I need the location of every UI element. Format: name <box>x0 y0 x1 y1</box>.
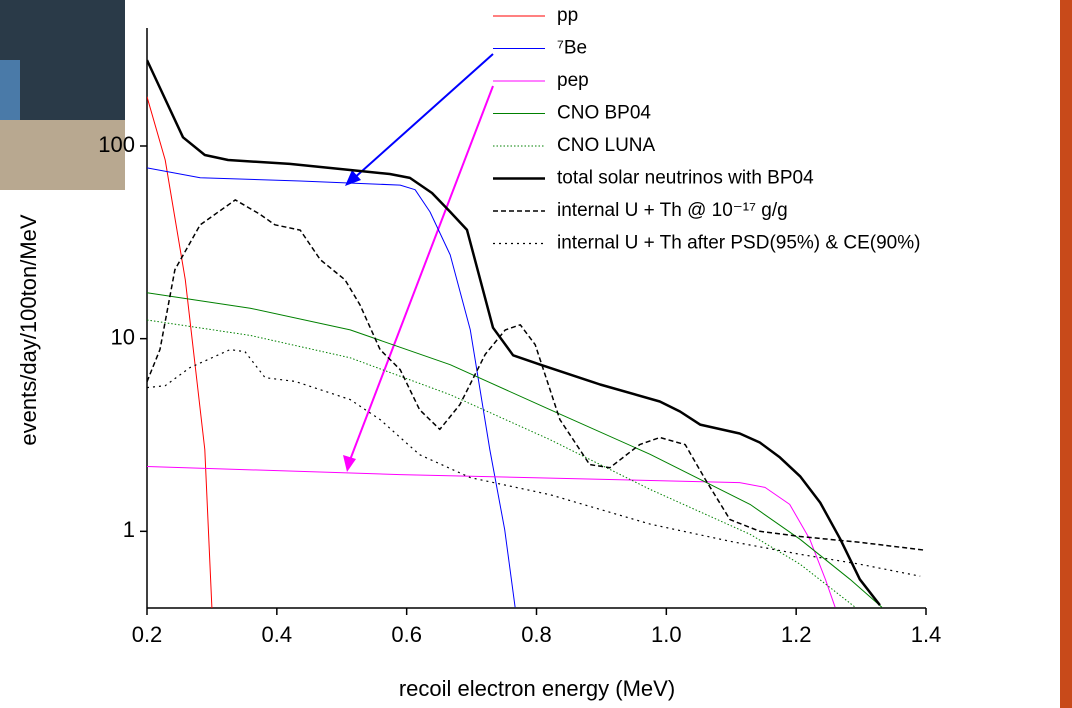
legend-label: pp <box>557 5 578 26</box>
series-line <box>147 319 856 608</box>
arrow <box>349 85 494 461</box>
plot-area <box>147 59 927 609</box>
slide-edge <box>1060 0 1072 708</box>
arrow-head <box>343 455 356 472</box>
y-axis-title: events/day/100ton/MeV <box>16 214 41 445</box>
x-tick-label: 0.6 <box>391 622 422 647</box>
x-tick-label: 1.2 <box>781 622 812 647</box>
legend-label: pep <box>557 70 589 91</box>
arrow <box>351 53 494 181</box>
legend-label: CNO BP04 <box>557 103 651 124</box>
photo-detail <box>0 60 20 130</box>
x-tick-label: 1.4 <box>911 622 942 647</box>
legend-label: total solar neutrinos with BP04 <box>557 168 814 189</box>
x-tick-label: 0.8 <box>521 622 552 647</box>
x-tick-label: 1.0 <box>651 622 682 647</box>
series-line <box>147 349 921 577</box>
photo-detail <box>0 120 125 190</box>
x-axis-title: recoil electron energy (MeV) <box>399 676 675 701</box>
legend-label: internal U + Th after PSD(95%) & CE(90%) <box>557 233 920 254</box>
series-line <box>147 199 927 552</box>
series-line <box>147 96 213 609</box>
y-tick-label: 100 <box>98 132 135 157</box>
series-line <box>147 466 836 608</box>
series-line <box>147 167 516 608</box>
y-tick-label: 1 <box>123 517 135 542</box>
x-tick-label: 0.4 <box>262 622 293 647</box>
legend-label: ⁷Be <box>557 38 587 59</box>
arrow-head <box>345 170 361 186</box>
legend-label: CNO LUNA <box>557 135 656 156</box>
series-line <box>147 59 881 606</box>
series-line <box>147 292 883 608</box>
y-tick-label: 10 <box>111 324 135 349</box>
x-tick-label: 0.2 <box>132 622 163 647</box>
legend-label: internal U + Th @ 10⁻¹⁷ g/g <box>557 200 788 221</box>
